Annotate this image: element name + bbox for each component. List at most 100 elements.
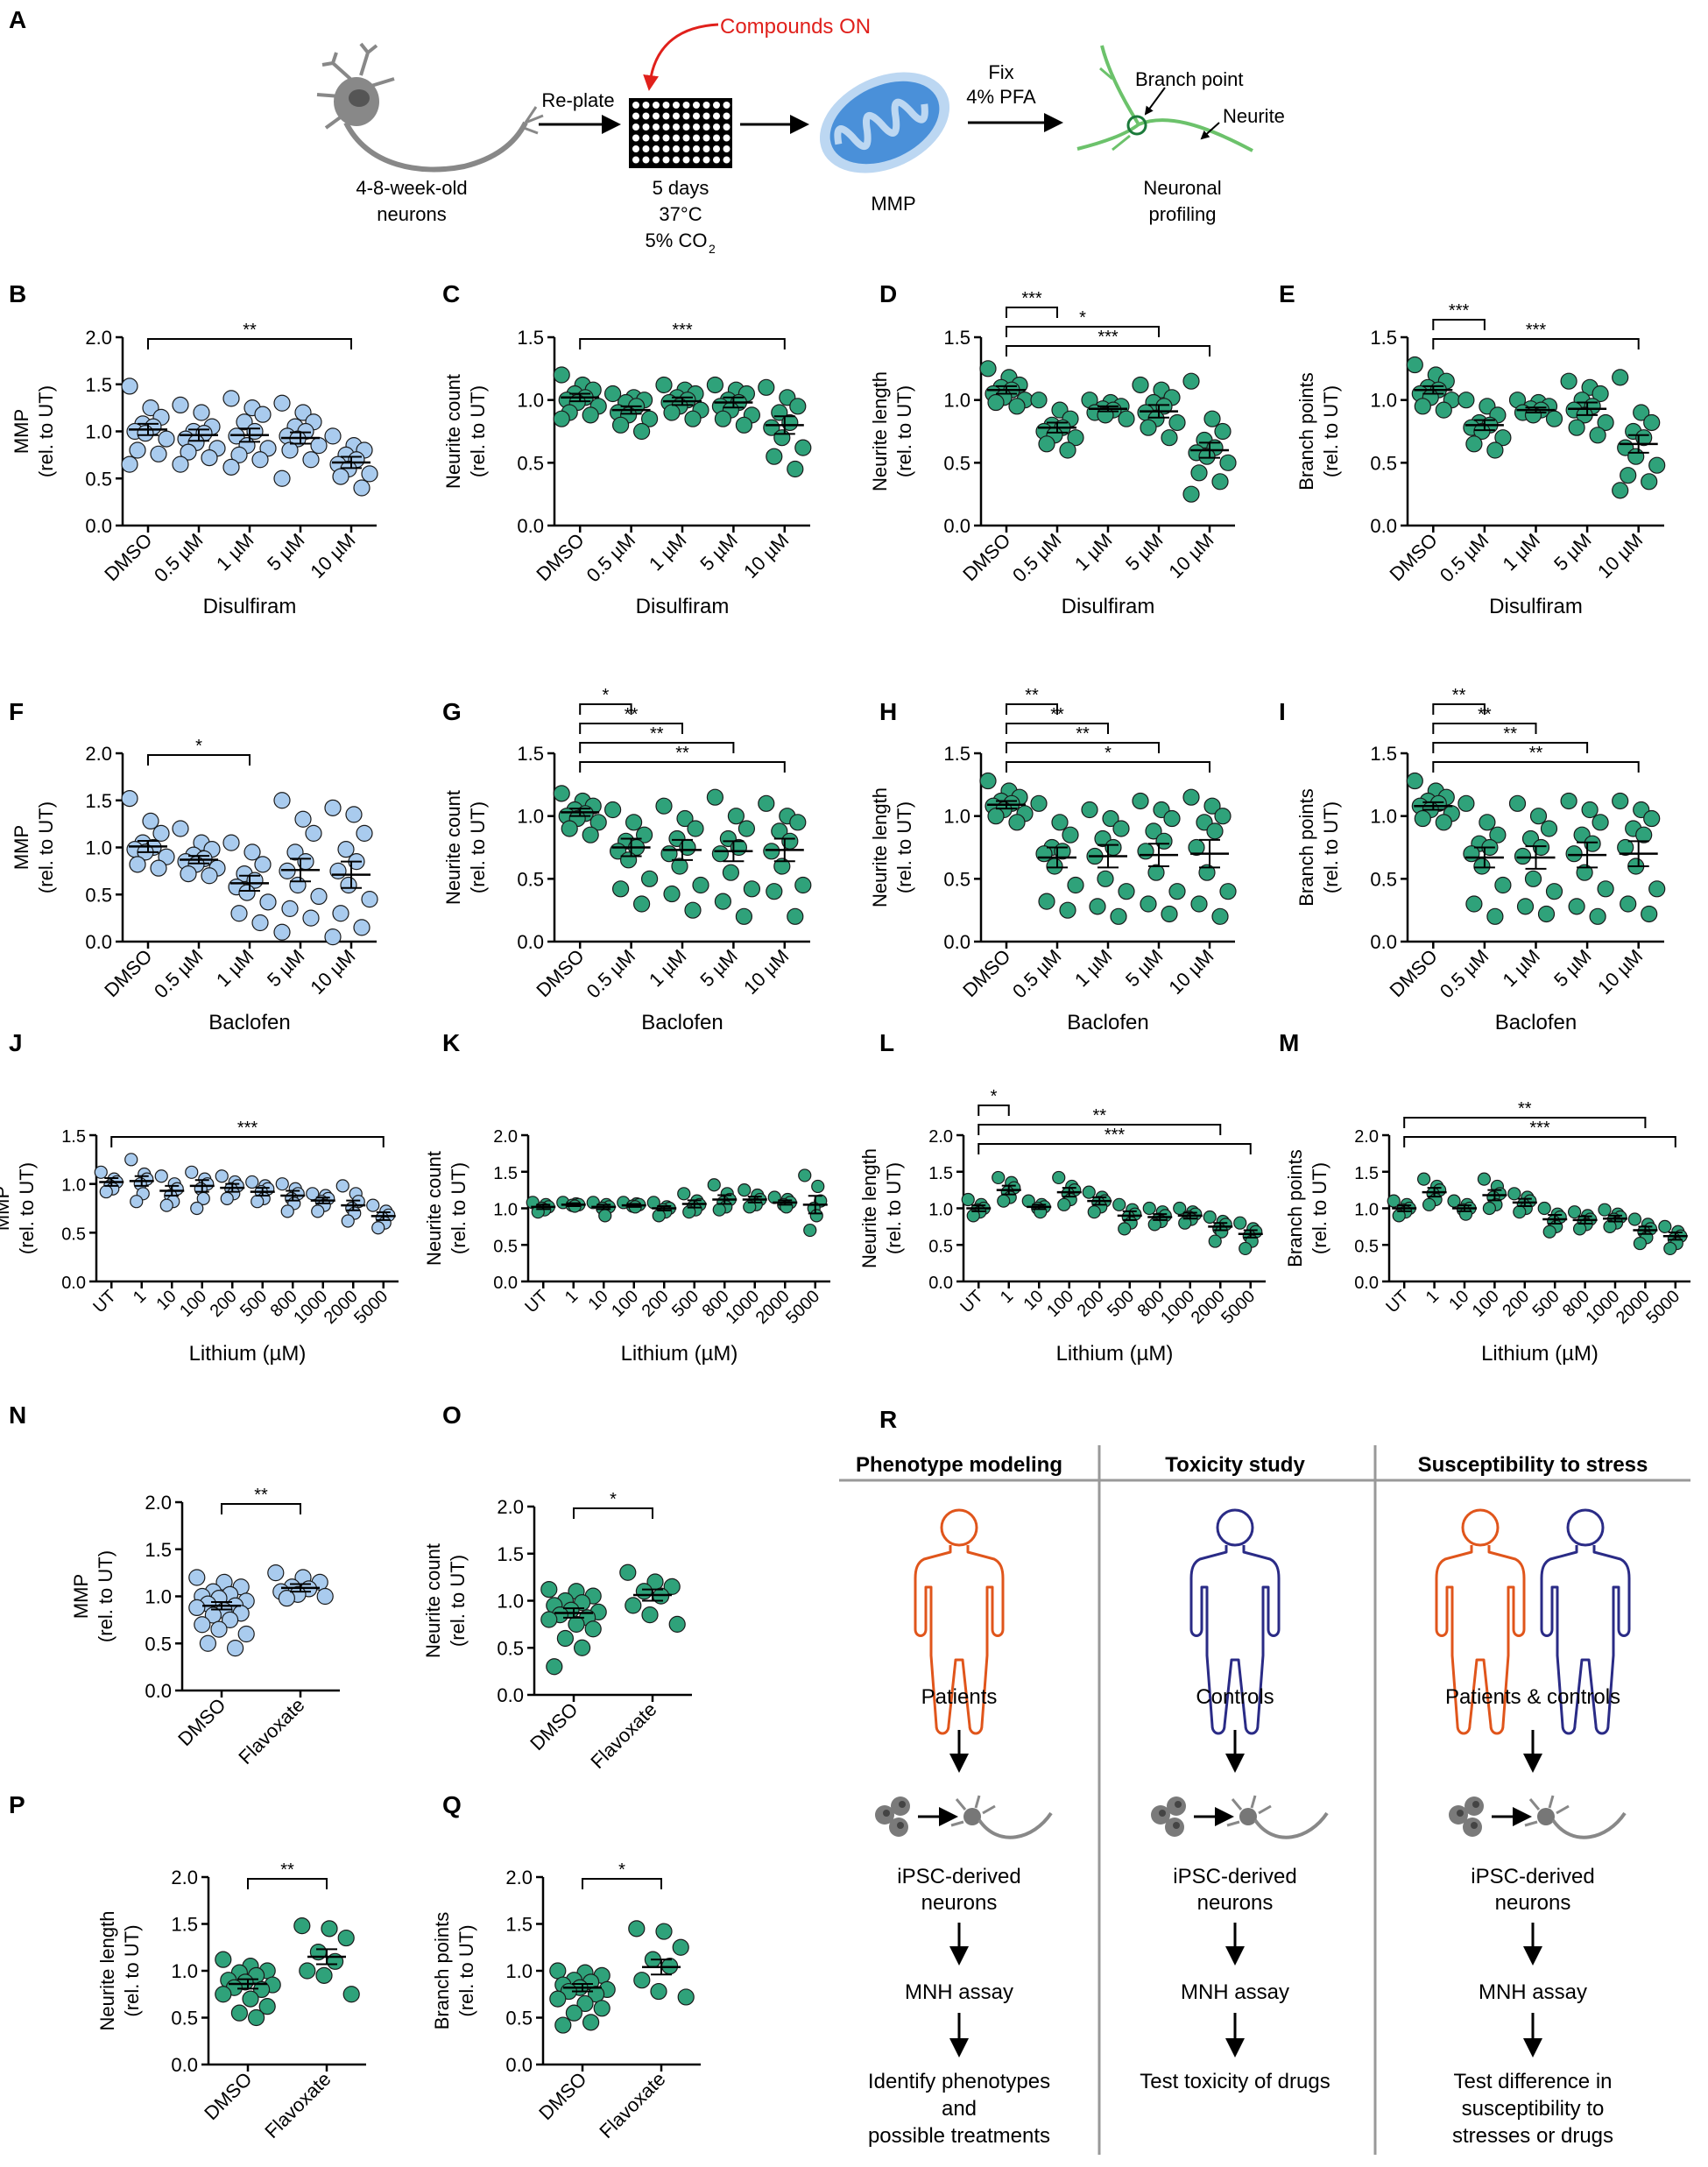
neuron-caption-2: neurons: [377, 203, 447, 225]
data-point: [811, 1179, 825, 1194]
data-point: [766, 883, 783, 900]
data-point: [619, 1563, 637, 1581]
x-axis-label: Lithium (µM): [621, 1342, 738, 1366]
data-point: [1617, 838, 1634, 857]
significance-bracket: [1432, 319, 1486, 330]
data-point: [803, 1223, 817, 1238]
plate-well: [632, 102, 639, 109]
data-point: [1097, 870, 1114, 887]
y-tick-label: 1.5: [1370, 327, 1397, 349]
data-point: [180, 865, 197, 883]
significance-label: ***: [237, 1119, 258, 1138]
data-point: [773, 429, 791, 447]
data-point: [598, 1209, 612, 1223]
x-tick-label: 1: [561, 1287, 582, 1307]
y-axis-label: MMP: [11, 825, 32, 870]
data-point: [273, 394, 291, 412]
plate-well: [682, 124, 690, 131]
data-point: [553, 366, 570, 384]
ipsc-to-neuron-icon: [875, 1795, 1053, 1839]
data-point: [1118, 1222, 1132, 1236]
chart-i: I 0.0 0.5 1.0 1.5 Branch points (rel. to UT) DM…: [1279, 686, 1666, 1034]
data-point: [787, 460, 804, 478]
data-point: [1190, 464, 1208, 482]
plate-well: [693, 102, 700, 109]
data-point: [1597, 413, 1614, 432]
data-point: [1576, 864, 1593, 881]
human-figure-icon: [914, 1508, 1005, 1735]
y-tick-label: 1.5: [497, 1543, 524, 1565]
mmp-caption: MMP: [871, 193, 915, 215]
data-point: [743, 1200, 757, 1214]
data-point: [1102, 809, 1119, 828]
significance-label: *: [603, 686, 610, 705]
data-point: [324, 799, 342, 816]
y-axis-label-units: (rel. to UT): [893, 385, 915, 477]
data-point: [1059, 441, 1076, 459]
y-axis-label-units: (rel. to UT): [893, 801, 915, 893]
outcome-label: possible treatments: [868, 2124, 1050, 2148]
data-point: [1635, 429, 1653, 447]
x-tick-label: DMSO: [100, 529, 156, 585]
data-point: [763, 843, 780, 860]
stem-cell-nucleus: [1471, 1822, 1478, 1829]
significance-label: *: [1105, 744, 1112, 763]
x-tick-label: 5000: [1642, 1287, 1683, 1328]
data-point: [353, 479, 371, 497]
plate-well: [653, 145, 660, 152]
outcome-label: and: [942, 2097, 977, 2121]
data-point: [342, 1986, 360, 2003]
figure-head: [940, 1508, 978, 1547]
data-point: [632, 895, 651, 913]
y-tick-label: 1.0: [85, 837, 112, 859]
significance-bracket: [579, 703, 632, 715]
data-point: [794, 439, 812, 456]
x-tick-label: 500: [236, 1287, 271, 1321]
significance-label: ***: [1526, 321, 1547, 340]
x-tick-label: 1000: [722, 1287, 763, 1328]
data-point: [1087, 1205, 1101, 1219]
data-point: [722, 864, 740, 881]
data-point: [311, 1204, 325, 1218]
x-tick-label: 500: [1529, 1287, 1563, 1321]
x-tick-label: 0.5 µM: [582, 945, 640, 1003]
data-point: [1182, 485, 1200, 503]
data-point: [1051, 814, 1069, 831]
panel-a-workflow: A 4-8-week-old neurons Re-plate Compound…: [9, 6, 1285, 256]
data-point: [1046, 858, 1063, 875]
data-point: [1457, 392, 1475, 409]
x-axis-label: Lithium (µM): [189, 1342, 307, 1366]
cells-label-line2: neurons: [921, 1891, 998, 1915]
column-title: Susceptibility to stress: [1418, 1453, 1648, 1477]
y-tick-label: 0.5: [943, 452, 970, 474]
data-point: [316, 1587, 334, 1606]
outcome-label: stresses or drugs: [1452, 2124, 1613, 2148]
panel-label-n: N: [9, 1401, 26, 1429]
y-axis-label: Neurite count: [442, 374, 464, 489]
data-point: [150, 445, 167, 462]
plate-caption-2: 37°C: [659, 203, 702, 225]
data-point: [201, 448, 218, 467]
neuron-dendrites: [950, 1795, 996, 1827]
y-axis-label-units: (rel. to UT): [447, 1555, 469, 1647]
data-point: [582, 406, 599, 424]
data-point: [185, 1165, 199, 1179]
data-point: [1489, 826, 1507, 844]
x-tick-label: Flavoxate: [586, 1698, 660, 1773]
panel-label-a: A: [9, 6, 26, 33]
data-point: [961, 1192, 975, 1207]
y-tick-label: 0.0: [1370, 515, 1397, 537]
plate-well: [713, 156, 720, 164]
y-tick-label: 1.0: [61, 1176, 86, 1196]
data-point: [1137, 843, 1154, 860]
profiling-caption-1: Neuronal: [1143, 177, 1221, 199]
significance-bracket: [1006, 345, 1210, 356]
y-tick-label: 0.5: [928, 1237, 953, 1256]
plate-well: [632, 124, 639, 131]
plate-well: [713, 112, 720, 120]
significance-bracket: [1006, 307, 1058, 318]
data-point: [371, 1221, 385, 1235]
plate-well: [693, 112, 700, 120]
